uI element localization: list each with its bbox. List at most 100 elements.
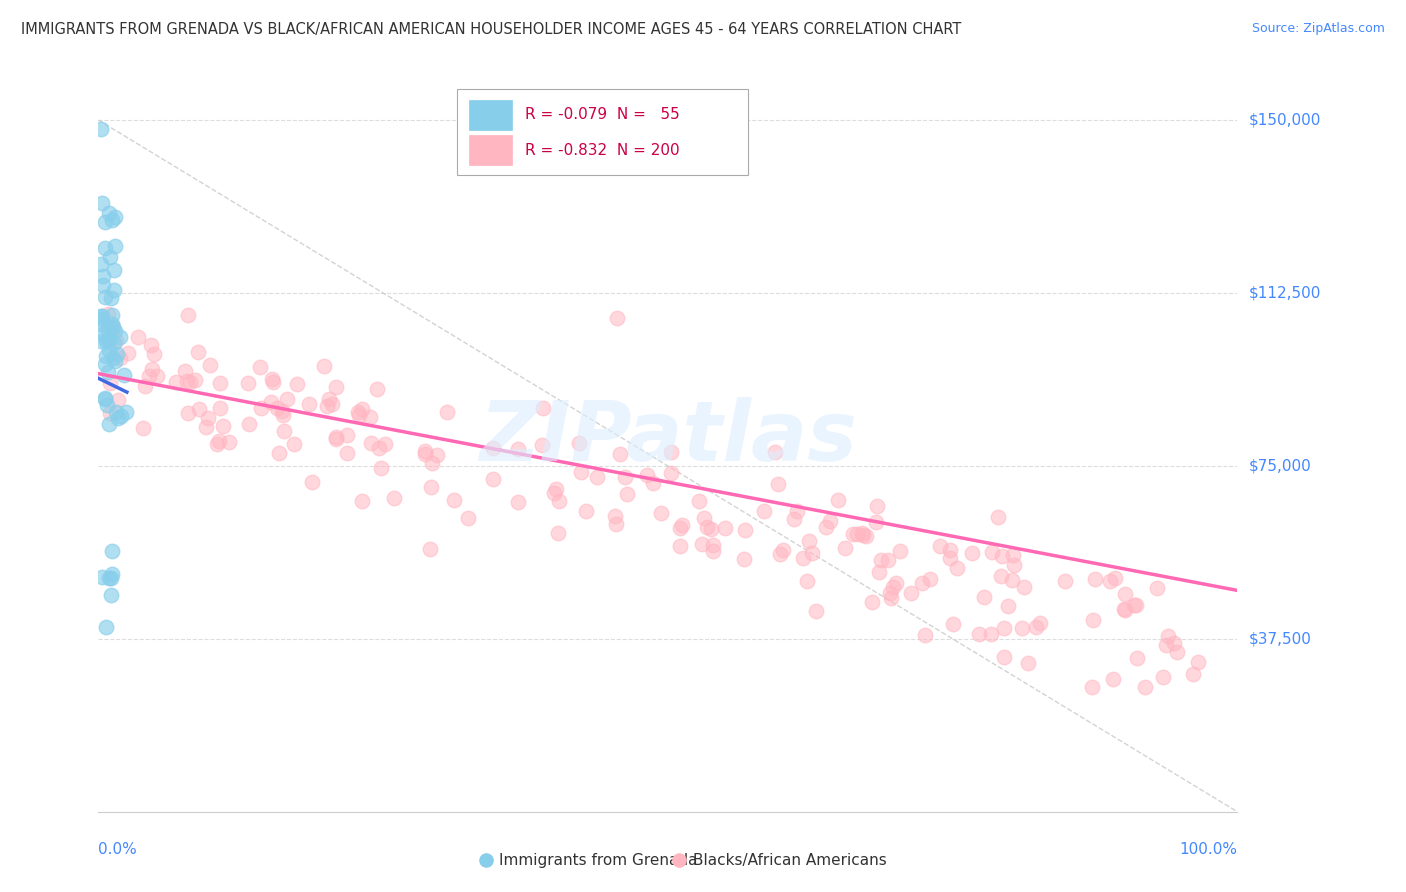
Point (575, 504, 598, 518)
Point (796, 574, 818, 588)
Point (316, 399, 339, 413)
Point (101, 212, 124, 227)
Point (870, 552, 893, 566)
Point (98, 376, 121, 391)
Point (443, 492, 465, 507)
Point (97, 365, 120, 379)
Point (1125, 598, 1147, 612)
Point (1080, 680, 1102, 694)
Point (271, 404, 294, 418)
Point (962, 546, 984, 560)
Point (659, 466, 682, 480)
Point (763, 445, 786, 459)
Point (650, 506, 672, 520)
FancyBboxPatch shape (468, 135, 512, 165)
Point (325, 380, 347, 394)
Point (108, 330, 131, 344)
Point (132, 420, 155, 434)
Point (1102, 673, 1125, 687)
Point (93, 290, 115, 304)
Text: IMMIGRANTS FROM GRENADA VS BLACK/AFRICAN AMERICAN HOUSEHOLDER INCOME AGES 45 - 6: IMMIGRANTS FROM GRENADA VS BLACK/AFRICAN… (21, 22, 962, 37)
Point (325, 433, 347, 447)
Point (482, 442, 505, 456)
Point (880, 591, 903, 606)
Point (531, 437, 554, 451)
Point (997, 599, 1019, 614)
Point (91, 318, 114, 332)
Point (688, 493, 710, 508)
Point (96, 307, 118, 321)
Point (544, 483, 567, 497)
Point (1099, 574, 1122, 588)
Point (768, 476, 790, 491)
Point (609, 447, 631, 461)
Point (359, 409, 381, 424)
Point (98, 333, 121, 347)
Point (238, 417, 260, 432)
Point (1135, 680, 1157, 694)
Point (842, 526, 865, 541)
Point (165, 375, 187, 389)
Point (183, 373, 205, 387)
Point (973, 590, 995, 604)
Point (218, 435, 240, 450)
Point (882, 580, 904, 594)
Point (100, 566, 122, 581)
Point (103, 335, 125, 350)
Point (614, 469, 637, 483)
FancyBboxPatch shape (468, 100, 512, 130)
Point (981, 545, 1004, 559)
Point (367, 442, 389, 456)
Point (90, 569, 112, 583)
Point (1054, 574, 1077, 589)
Point (914, 628, 936, 642)
Point (103, 283, 125, 297)
Point (786, 504, 808, 518)
Point (100, 291, 122, 305)
Point (301, 475, 323, 490)
Point (506, 495, 529, 509)
Point (946, 561, 969, 575)
Point (1017, 656, 1039, 670)
Point (967, 626, 990, 640)
Point (699, 522, 721, 536)
Point (659, 445, 682, 459)
Point (690, 537, 713, 551)
Point (91, 278, 114, 293)
Point (792, 551, 814, 566)
Point (273, 424, 295, 438)
Point (866, 499, 889, 513)
Point (143, 347, 166, 361)
Point (1163, 635, 1185, 649)
Point (105, 405, 128, 419)
Point (1126, 650, 1149, 665)
Point (127, 330, 149, 344)
Point (606, 311, 628, 326)
Point (97, 321, 120, 335)
Point (426, 448, 449, 462)
Point (834, 541, 856, 555)
Point (208, 434, 231, 448)
Point (547, 526, 569, 541)
Text: Blacks/African Americans: Blacks/African Americans (693, 853, 887, 868)
Point (134, 379, 156, 393)
Text: R = -0.832  N = 200: R = -0.832 N = 200 (526, 143, 681, 158)
Point (177, 406, 200, 420)
Point (107, 393, 129, 408)
Point (249, 360, 271, 375)
Point (605, 516, 627, 531)
Point (250, 401, 273, 415)
Point (1146, 581, 1168, 595)
Point (543, 486, 565, 500)
Point (209, 401, 232, 415)
Point (283, 437, 305, 451)
Point (94, 392, 117, 406)
Point (851, 526, 873, 541)
Text: $112,500: $112,500 (1249, 285, 1320, 301)
Point (209, 376, 232, 391)
Point (179, 375, 201, 389)
Point (702, 538, 724, 552)
Point (285, 377, 308, 392)
Point (366, 382, 388, 396)
Point (548, 494, 571, 508)
